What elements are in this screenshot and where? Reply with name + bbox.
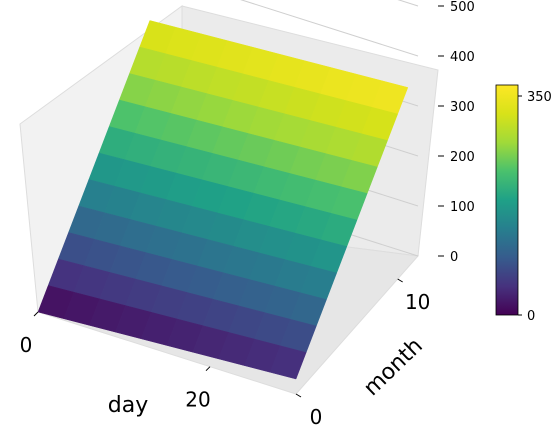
z-tick-label: 500	[450, 0, 475, 15]
z-tick-label: 100	[450, 200, 475, 215]
colorbar-tick-label: 0	[527, 309, 535, 324]
colorbar-gradient	[495, 84, 519, 316]
surface-patch	[269, 345, 307, 380]
z-tick-label: 0	[450, 250, 458, 265]
y-axis-label: month	[359, 334, 428, 402]
y-tick-label: 10	[405, 290, 430, 314]
grid-line-z	[240, 0, 419, 57]
x-tick-label: 0	[20, 333, 33, 357]
z-tick-label: 200	[450, 150, 475, 165]
colorbar: 0 350	[495, 84, 552, 324]
x-tick	[205, 366, 211, 372]
x-axis-label: day	[108, 393, 148, 418]
y-tick	[295, 393, 302, 398]
z-tick-label: 300	[450, 100, 475, 115]
y-tick-label: 0	[310, 405, 323, 429]
x-tick	[33, 311, 39, 317]
grid-line-z	[397, 0, 419, 7]
x-tick-label: 20	[185, 388, 210, 412]
z-tick-label: 400	[450, 50, 475, 65]
y-tick	[397, 278, 403, 283]
surface-plot	[37, 20, 409, 380]
colorbar-tick-label: 350	[527, 90, 552, 105]
